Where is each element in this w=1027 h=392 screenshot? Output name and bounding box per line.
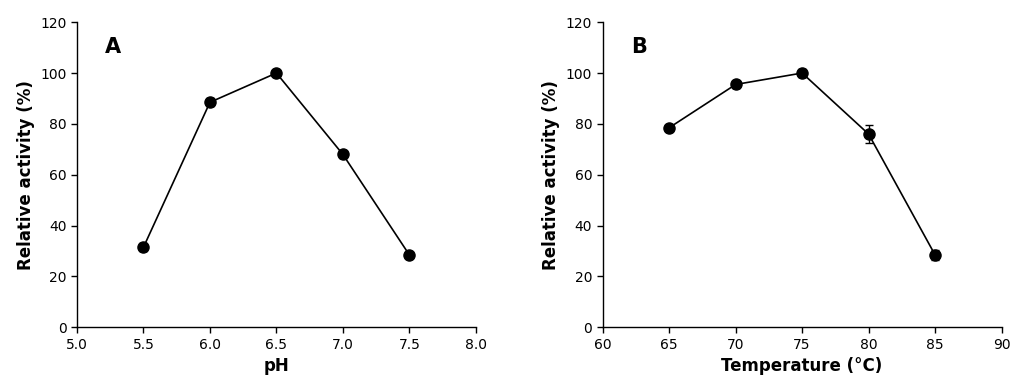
Text: A: A: [105, 37, 121, 57]
X-axis label: pH: pH: [264, 358, 290, 375]
Y-axis label: Relative activity (%): Relative activity (%): [16, 80, 35, 270]
X-axis label: Temperature (°C): Temperature (°C): [722, 358, 883, 375]
Text: B: B: [631, 37, 647, 57]
Y-axis label: Relative activity (%): Relative activity (%): [542, 80, 561, 270]
